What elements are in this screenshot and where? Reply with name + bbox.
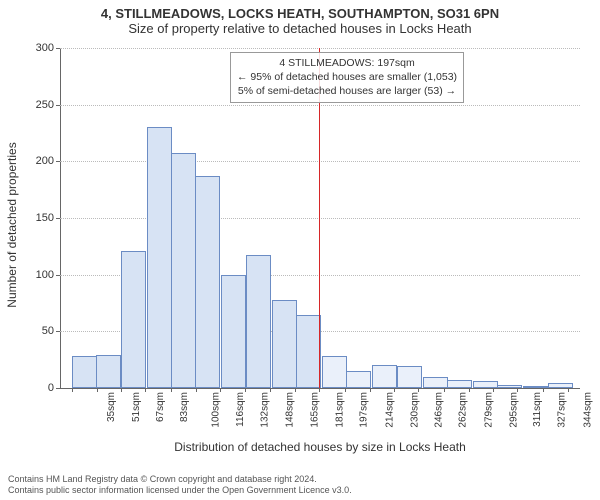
y-tick-label: 100 [14, 269, 54, 281]
annotation-line-3: 5% of semi-detached houses are larger (5… [237, 84, 457, 98]
chart-subtitle: Size of property relative to detached ho… [0, 21, 600, 40]
x-tick [245, 388, 246, 392]
x-tick [517, 388, 518, 392]
y-tick-label: 0 [14, 382, 54, 394]
x-tick [220, 388, 221, 392]
y-tick [56, 105, 60, 106]
y-tick-label: 300 [14, 42, 54, 54]
x-tick [394, 388, 395, 392]
histogram-bar [272, 300, 297, 388]
x-tick [444, 388, 445, 392]
x-tick-label: 83sqm [179, 392, 190, 422]
chart-title: 4, STILLMEADOWS, LOCKS HEATH, SOUTHAMPTO… [0, 0, 600, 21]
y-tick-label: 250 [14, 99, 54, 111]
x-tick-label: 344sqm [583, 392, 594, 428]
histogram-bar [72, 356, 97, 388]
x-tick [97, 388, 98, 392]
footer-line-2: Contains public sector information licen… [8, 485, 352, 496]
histogram-bar [121, 251, 146, 388]
x-tick-label: 181sqm [334, 392, 345, 428]
y-tick [56, 331, 60, 332]
y-tick-label: 200 [14, 155, 54, 167]
x-tick [370, 388, 371, 392]
histogram-bar [447, 380, 472, 388]
x-tick [295, 388, 296, 392]
histogram-bar [497, 385, 522, 388]
y-tick-label: 50 [14, 325, 54, 337]
x-tick [418, 388, 419, 392]
x-tick [196, 388, 197, 392]
x-tick-label: 230sqm [409, 392, 420, 428]
histogram-bar [523, 386, 548, 388]
histogram-bar [246, 255, 271, 388]
x-tick-label: 214sqm [385, 392, 396, 428]
footer-line-1: Contains HM Land Registry data © Crown c… [8, 474, 352, 485]
histogram-bar [296, 315, 321, 388]
histogram-bar [397, 366, 422, 388]
x-tick [493, 388, 494, 392]
x-tick [345, 388, 346, 392]
x-tick [72, 388, 73, 392]
histogram-bar [423, 377, 448, 388]
histogram-bar [548, 383, 573, 388]
x-tick [543, 388, 544, 392]
x-tick [121, 388, 122, 392]
histogram-bar [322, 356, 347, 388]
x-tick-label: 165sqm [310, 392, 321, 428]
y-tick [56, 48, 60, 49]
x-tick [145, 388, 146, 392]
annotation-line-1: 4 STILLMEADOWS: 197sqm [237, 56, 457, 70]
y-tick [56, 218, 60, 219]
y-tick [56, 388, 60, 389]
histogram-bar [372, 365, 397, 388]
histogram-bar [221, 275, 246, 388]
x-tick-label: 246sqm [434, 392, 445, 428]
annotation-box: 4 STILLMEADOWS: 197sqm ← 95% of detached… [230, 52, 464, 103]
x-tick-label: 116sqm [235, 392, 246, 427]
x-tick [469, 388, 470, 392]
y-tick-label: 150 [14, 212, 54, 224]
x-tick-label: 279sqm [484, 392, 495, 428]
annotation-line-2: ← 95% of detached houses are smaller (1,… [237, 70, 457, 84]
attribution-footer: Contains HM Land Registry data © Crown c… [8, 474, 352, 497]
x-tick [568, 388, 569, 392]
x-tick-label: 67sqm [155, 392, 166, 422]
histogram-bar [171, 153, 196, 388]
y-tick [56, 275, 60, 276]
histogram-bar [147, 127, 172, 388]
x-tick-label: 197sqm [359, 392, 370, 428]
histogram-bar [346, 371, 371, 388]
histogram-bar [195, 176, 220, 388]
x-tick-label: 100sqm [211, 392, 222, 428]
x-tick-label: 327sqm [557, 392, 568, 428]
y-tick [56, 161, 60, 162]
histogram-bar [473, 381, 498, 388]
plot-area: 05010015020025030035sqm51sqm67sqm83sqm10… [60, 48, 580, 418]
x-tick-label: 51sqm [131, 392, 142, 422]
x-tick-label: 35sqm [106, 392, 117, 422]
x-tick-label: 311sqm [532, 392, 543, 427]
chart-container: 4, STILLMEADOWS, LOCKS HEATH, SOUTHAMPTO… [0, 0, 600, 500]
x-tick [270, 388, 271, 392]
y-axis-label: Number of detached properties [5, 125, 19, 325]
x-tick-label: 262sqm [458, 392, 469, 428]
x-tick [319, 388, 320, 392]
x-tick-label: 132sqm [260, 392, 271, 428]
x-axis-label: Distribution of detached houses by size … [60, 440, 580, 454]
x-tick-label: 295sqm [508, 392, 519, 428]
x-tick [171, 388, 172, 392]
histogram-bar [96, 355, 121, 388]
x-tick-label: 148sqm [284, 392, 295, 428]
